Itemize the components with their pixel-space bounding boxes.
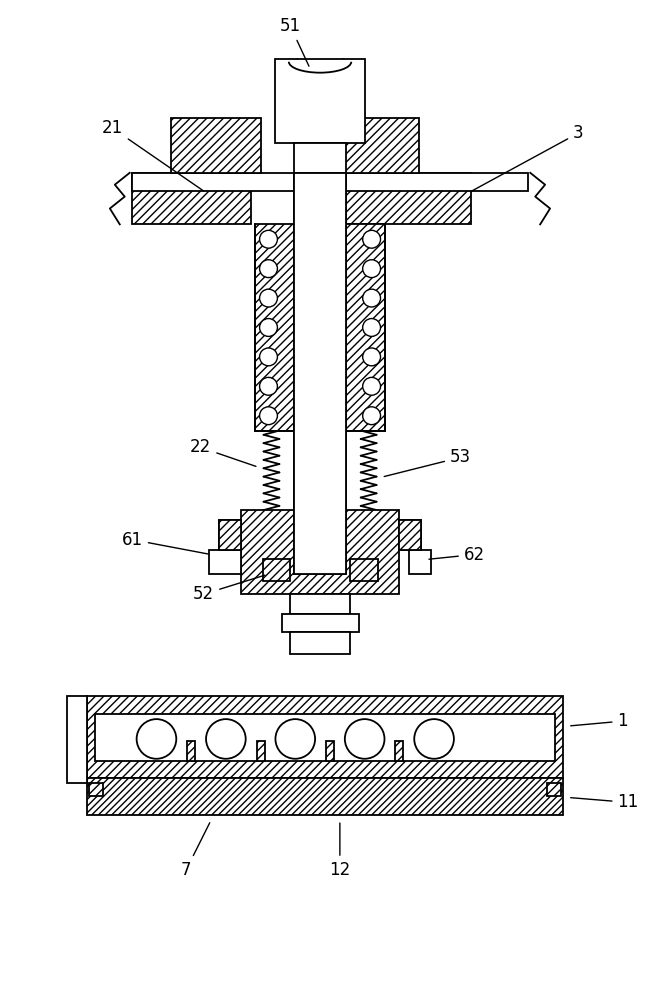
Bar <box>326 741 334 761</box>
Bar <box>290 632 349 654</box>
Text: 52: 52 <box>193 575 265 603</box>
Bar <box>89 783 103 796</box>
Circle shape <box>259 407 277 425</box>
Circle shape <box>259 260 277 278</box>
Text: 53: 53 <box>384 448 471 477</box>
Text: 21: 21 <box>102 119 203 191</box>
Bar <box>400 520 421 550</box>
Bar <box>67 696 87 783</box>
Bar <box>349 559 378 581</box>
Circle shape <box>363 260 381 278</box>
Circle shape <box>345 719 385 759</box>
Bar <box>263 559 290 581</box>
Bar <box>219 520 241 550</box>
Bar <box>275 59 364 143</box>
Bar <box>219 520 241 550</box>
Bar <box>241 510 400 594</box>
Text: 1: 1 <box>570 712 628 730</box>
Text: 11: 11 <box>570 793 639 811</box>
Bar <box>132 173 250 224</box>
Bar <box>395 741 404 761</box>
Bar <box>132 173 528 191</box>
Circle shape <box>414 719 454 759</box>
Bar <box>346 224 385 431</box>
Circle shape <box>259 319 277 336</box>
Bar <box>209 550 241 574</box>
Bar <box>87 696 563 778</box>
Circle shape <box>363 377 381 395</box>
Circle shape <box>137 719 176 759</box>
Circle shape <box>363 407 381 425</box>
Text: 12: 12 <box>329 823 351 879</box>
Text: 3: 3 <box>471 124 584 191</box>
Bar <box>330 118 419 173</box>
Bar <box>87 778 563 815</box>
Bar <box>409 550 431 574</box>
Bar <box>171 118 261 173</box>
Bar <box>255 224 294 431</box>
Bar <box>294 143 346 173</box>
Circle shape <box>259 230 277 248</box>
Circle shape <box>363 230 381 248</box>
Text: 51: 51 <box>280 17 309 66</box>
Text: 61: 61 <box>122 531 208 554</box>
Text: 62: 62 <box>429 546 485 564</box>
Circle shape <box>363 319 381 336</box>
Circle shape <box>363 348 381 366</box>
Circle shape <box>206 719 246 759</box>
Bar <box>290 594 349 614</box>
Bar <box>400 520 421 550</box>
Bar <box>294 173 346 574</box>
Circle shape <box>259 289 277 307</box>
Bar <box>342 173 471 224</box>
Circle shape <box>259 348 277 366</box>
Text: 22: 22 <box>190 438 256 466</box>
Bar <box>294 173 346 574</box>
Bar <box>187 741 195 761</box>
Bar <box>257 741 265 761</box>
Bar <box>547 783 561 796</box>
Bar <box>95 714 555 761</box>
Circle shape <box>363 289 381 307</box>
Bar <box>282 614 359 632</box>
Circle shape <box>259 377 277 395</box>
Circle shape <box>298 523 342 567</box>
Circle shape <box>275 719 315 759</box>
Text: 7: 7 <box>181 823 210 879</box>
